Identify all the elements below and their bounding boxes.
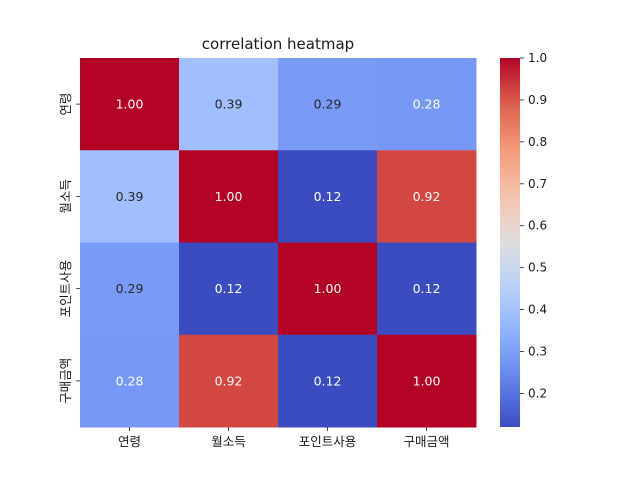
colorbar-tick-label: 0.2 — [528, 386, 547, 400]
cell-value-label: 1.00 — [314, 281, 342, 296]
heatmap-cell — [179, 242, 279, 336]
heatmap-cell — [278, 58, 378, 151]
cell-value-label: 1.00 — [413, 373, 441, 388]
cell-value-label: 0.39 — [215, 97, 243, 112]
heatmap-cell — [80, 150, 180, 243]
y-tick-label: 월소득 — [58, 179, 73, 214]
cell-value-label: 0.12 — [413, 281, 441, 296]
y-tick-label: 포인트사용 — [58, 260, 73, 318]
cell-value-label: 0.29 — [314, 97, 342, 112]
colorbar-tick-label: 1.0 — [528, 51, 547, 65]
heatmap-cell — [80, 58, 180, 151]
cell-value-label: 0.12 — [215, 281, 243, 296]
colorbar-tick-label: 0.9 — [528, 93, 547, 107]
colorbar-tick-label: 0.6 — [528, 219, 547, 233]
heatmap-cell — [377, 150, 477, 243]
heatmap-cell — [278, 242, 378, 336]
cell-value-label: 0.92 — [413, 189, 441, 204]
y-tick-label: 연령 — [58, 93, 73, 116]
heatmap-cell — [377, 242, 477, 336]
colorbar-tick-label: 0.4 — [528, 303, 547, 317]
cell-value-label: 0.12 — [314, 189, 342, 204]
colorbar-tick-label: 0.3 — [528, 345, 547, 359]
x-tick-label: 구매금액 — [403, 434, 449, 449]
colorbar: 0.2 0.3 0.4 0.5 0.6 0.7 0.8 0.9 1.0 — [500, 51, 547, 427]
cell-value-label: 0.39 — [116, 189, 144, 204]
cell-value-label: 0.29 — [116, 281, 144, 296]
cell-value-label: 1.00 — [116, 97, 144, 112]
colorbar-tick-label: 0.7 — [528, 177, 547, 191]
heatmap-cell — [80, 334, 180, 428]
x-tick-label: 포인트사용 — [299, 434, 357, 449]
heatmap-cell — [80, 242, 180, 336]
heatmap-cell — [179, 334, 279, 428]
x-tick-label: 연령 — [118, 434, 141, 449]
heatmap-cell — [377, 58, 477, 151]
heatmap-cell — [179, 58, 279, 151]
chart-title: correlation heatmap — [202, 35, 354, 53]
heatmap-cell — [278, 334, 378, 428]
colorbar-gradient — [500, 58, 520, 427]
heatmap-cell — [278, 150, 378, 243]
cell-value-label: 1.00 — [215, 189, 243, 204]
y-tick-label: 구매금액 — [58, 358, 73, 404]
x-axis: 연령 월소득 포인트사용 구매금액 — [118, 427, 450, 449]
cell-value-label: 0.12 — [314, 373, 342, 388]
cell-value-label: 0.28 — [413, 97, 441, 112]
heatmap-cell — [179, 150, 279, 243]
cell-value-label: 0.28 — [116, 373, 144, 388]
x-tick-label: 월소득 — [211, 434, 246, 449]
cell-value-label: 0.92 — [215, 373, 243, 388]
colorbar-tick-label: 0.8 — [528, 135, 547, 149]
colorbar-tick-label: 0.5 — [528, 261, 547, 275]
heatmap-cells: 1.00 0.39 0.29 0.28 0.39 1.00 0.12 0.92 0.29 0.12… — [80, 58, 477, 428]
heatmap-cell — [377, 334, 477, 428]
